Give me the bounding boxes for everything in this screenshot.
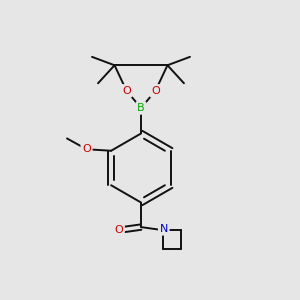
- Text: O: O: [114, 225, 123, 235]
- Text: N: N: [160, 224, 168, 234]
- Text: B: B: [137, 103, 145, 113]
- Text: O: O: [122, 86, 131, 96]
- Text: O: O: [82, 144, 91, 154]
- Text: O: O: [151, 86, 160, 96]
